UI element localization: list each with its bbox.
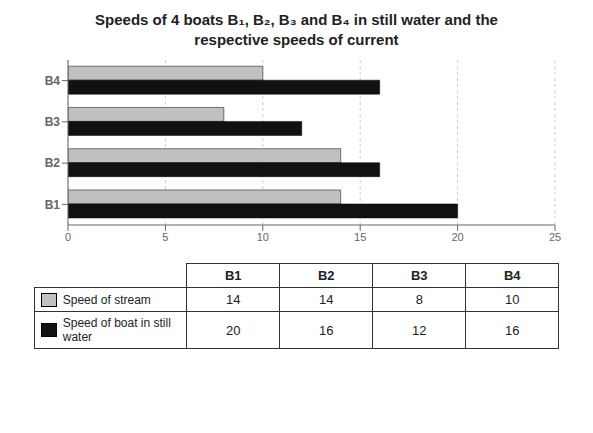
html-text:10: 10 [505,292,520,307]
html-text:B1: B1 [224,268,242,283]
svg-text:15: 15 [354,231,366,243]
html-text:B2: B2 [317,268,335,283]
html-text:16: 16 [505,322,520,338]
svg-text:B4: B4 [45,74,61,88]
html-text:8: 8 [415,292,423,307]
svg-text:10: 10 [257,231,269,243]
html-text:20: 20 [226,322,241,338]
html-text:Speed of stream: Speed of stream [62,292,151,307]
svg-text:25: 25 [549,231,561,243]
svg-text:20: 20 [451,231,463,243]
svg-text:B2: B2 [45,156,61,170]
html-text:B4: B4 [503,268,521,283]
html-text:12: 12 [412,322,427,338]
html-text:Speeds of 4 boats B₁, B₂, B₃ a: Speeds of 4 boats B₁, B₂, B₃ and B₄ in s… [95,11,498,48]
html-text:16: 16 [319,322,334,338]
svg-text:5: 5 [162,231,168,243]
svg-text:B3: B3 [45,115,61,129]
html-text:14: 14 [226,292,241,307]
html-text:Speed of boat in still water: Speed of boat in still water [62,316,171,344]
svg-text:0: 0 [65,231,71,243]
html-text:B3: B3 [410,268,428,283]
html-text:14: 14 [319,292,334,307]
svg-text:B1: B1 [45,198,61,212]
